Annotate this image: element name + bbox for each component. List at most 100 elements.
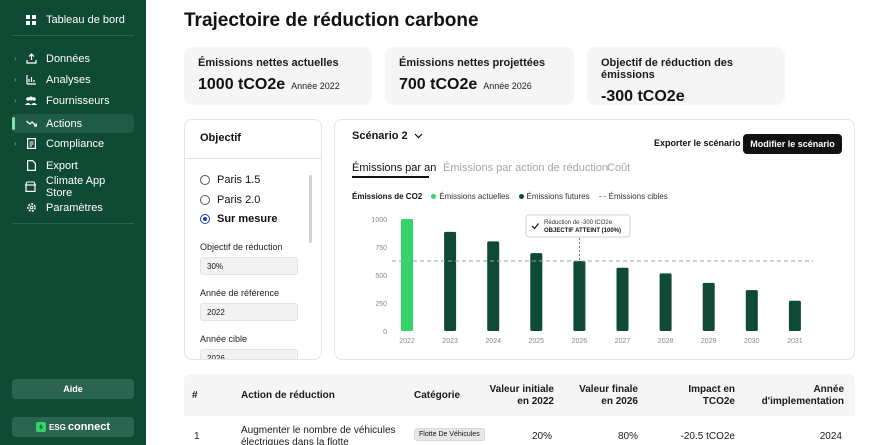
emissions-chart: 0 250 500 750 1000 2022 2023 2024 2025 2026 2027 20… (371, 214, 813, 345)
x-tick-label: 2031 (787, 338, 803, 345)
esg-connect-logo[interactable]: ESG connect (12, 417, 134, 437)
bar-2031 (788, 300, 801, 331)
kpi-card-current: Émissions nettes actuelles 1000 tCO2e Ann… (184, 47, 372, 105)
kpi-label: Émissions nettes projettées (399, 57, 546, 69)
bar-2026 (573, 261, 586, 331)
divider (185, 158, 321, 159)
field-label: Objectif de réduction (200, 242, 283, 252)
x-tick-label: 2027 (615, 338, 631, 345)
active-tab-underline (352, 176, 429, 178)
tab-emissions-par-action[interactable]: Émissions par action de réduction (443, 162, 609, 174)
kpi-sub: Année 2026 (483, 81, 532, 91)
gear-icon (25, 202, 37, 214)
sidebar-item-fournisseurs[interactable]: › Fournisseurs (12, 91, 134, 110)
sidebar-item-label: Climate App Store (45, 174, 106, 199)
kpi-value: 1000 tCO2e (198, 76, 286, 93)
field-value: 30% (207, 261, 224, 271)
radio-icon (200, 175, 210, 185)
x-tick-label: 2028 (658, 338, 674, 345)
kpi-label: Objectif de réduction des émissions (601, 57, 734, 81)
radio-selected-icon (200, 214, 210, 224)
file-icon (25, 160, 37, 172)
sidebar-item-label: Paramètres (46, 201, 103, 214)
category-badge: Flotte De Véhicules (414, 428, 485, 441)
tab-emissions-par-an[interactable]: Émissions par an (352, 162, 437, 174)
scenario-selector[interactable]: Scénario 2 (352, 130, 423, 142)
sidebar-item-tableau-de-bord[interactable]: Tableau de bord (12, 10, 134, 29)
y-tick-label: 750 (375, 245, 387, 252)
check-icon (531, 223, 539, 230)
sidebar-item-actions[interactable]: Actions (12, 114, 134, 133)
legend-swatch (518, 194, 524, 199)
chevron-right-icon: › (14, 54, 17, 63)
annotation-line1: Réduction de -300 tCO2e (544, 220, 613, 226)
header-year: Année d'implementation (761, 384, 844, 407)
sidebar-item-analyses[interactable]: › Analyses (12, 70, 134, 89)
brand-suffix: connect (67, 421, 111, 433)
sidebar-item-compliance[interactable]: › Compliance (12, 134, 134, 153)
x-tick-label: 2023 (442, 338, 458, 345)
row-final: 80% (617, 431, 638, 442)
header-impact: Impact en TCO2e (688, 384, 735, 407)
modify-scenario-label: Modifier le scénario (750, 139, 835, 149)
sidebar-divider (12, 35, 134, 36)
row-initial: 20% (531, 431, 552, 442)
sidebar-item-export[interactable]: Export (12, 156, 134, 175)
actions-table: # Action de réduction Catégorie Valeur i… (184, 374, 855, 445)
modify-scenario-button[interactable]: Modifier le scénario (743, 134, 842, 154)
sidebar-item-label: Analyses (46, 73, 91, 86)
radio-paris-1-5[interactable]: Paris 1.5 (200, 174, 260, 186)
x-tick-label: 2025 (529, 338, 545, 345)
radio-label: Sur mesure (217, 213, 278, 225)
kpi-card-projected: Émissions nettes projettées 700 tCO2e Ann… (385, 47, 574, 105)
bar-2027 (616, 267, 629, 331)
bolt-icon (35, 422, 46, 432)
kpi-sub: Année 2022 (291, 81, 340, 91)
bar-2022 (401, 219, 413, 331)
document-icon (25, 138, 37, 150)
export-scenario-link[interactable]: Exporter le scénario (654, 138, 741, 148)
sidebar-item-label: Tableau de bord (46, 13, 125, 26)
sidebar: Tableau de bord › Données › Analyses › F… (0, 0, 146, 445)
scenario-panel: Scénario 2 Exporter le scénario Modifier… (334, 119, 855, 360)
chevron-right-icon: › (14, 139, 17, 148)
bar-2028 (659, 273, 672, 331)
sidebar-item-donnees[interactable]: › Données (12, 49, 134, 68)
kpi-value: -300 tCO2e (601, 88, 685, 105)
legend-item-target: Émissions cibles (598, 192, 668, 201)
sidebar-item-label: Compliance (46, 137, 105, 150)
row-year: 2024 (819, 431, 842, 442)
row-impact: -20.5 tCO2e (680, 431, 735, 442)
sidebar-item-parametres[interactable]: Paramètres (12, 198, 134, 217)
radio-paris-2-0[interactable]: Paris 2.0 (200, 194, 260, 206)
radio-label: Paris 2.0 (217, 194, 261, 206)
kpi-label: Émissions nettes actuelles (198, 57, 339, 69)
header-num: # (192, 390, 198, 401)
help-button-label: Aide (63, 384, 83, 394)
kpi-card-objective: Objectif de réduction des émissions -300… (587, 47, 785, 105)
chart-title: Émissions de CO2 (352, 192, 423, 201)
grid-icon (25, 14, 37, 26)
radio-icon (200, 195, 210, 205)
reduction-target-field[interactable]: 30% (200, 257, 298, 275)
radio-sur-mesure[interactable]: Sur mesure (200, 213, 278, 225)
bar-2030 (745, 290, 758, 331)
chevron-right-icon: › (14, 96, 17, 105)
field-value: 2026 (207, 353, 225, 360)
x-tick-label: 2029 (701, 338, 717, 345)
header-category: Catégorie (414, 390, 461, 401)
x-tick-label: 2024 (485, 338, 501, 345)
target-year-field[interactable]: 2026 (200, 349, 298, 360)
sidebar-item-climate-app-store[interactable]: Climate App Store (12, 174, 134, 199)
help-button[interactable]: Aide (12, 379, 134, 399)
kpi-value: 700 tCO2e (399, 76, 478, 93)
tab-cout[interactable]: Coût (607, 162, 631, 174)
sidebar-item-label: Fournisseurs (46, 94, 110, 107)
annotation-line2: OBJECTIF ATTEINT (100%) (544, 228, 621, 234)
header-final: Valeur finale en 2026 (579, 384, 638, 407)
chevron-right-icon: › (14, 75, 17, 84)
scrollbar[interactable] (309, 175, 312, 243)
page-title: Trajectoire de réduction carbone (184, 10, 479, 31)
trend-icon (25, 118, 37, 130)
reference-year-field[interactable]: 2022 (200, 303, 298, 321)
